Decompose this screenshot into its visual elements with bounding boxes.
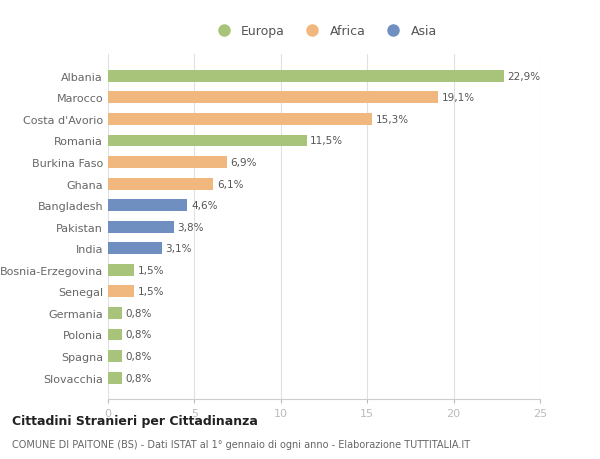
Text: 6,1%: 6,1% bbox=[217, 179, 244, 189]
Bar bbox=[108, 135, 307, 147]
Bar bbox=[108, 114, 373, 126]
Bar bbox=[108, 71, 504, 83]
Text: 0,8%: 0,8% bbox=[125, 351, 152, 361]
Legend: Europa, Africa, Asia: Europa, Africa, Asia bbox=[206, 20, 442, 43]
Text: 19,1%: 19,1% bbox=[442, 93, 475, 103]
Bar bbox=[108, 286, 134, 297]
Bar bbox=[108, 200, 187, 212]
Text: 4,6%: 4,6% bbox=[191, 201, 217, 211]
Bar bbox=[108, 243, 161, 255]
Bar bbox=[108, 264, 134, 276]
Text: Cittadini Stranieri per Cittadinanza: Cittadini Stranieri per Cittadinanza bbox=[12, 414, 258, 428]
Bar bbox=[108, 221, 173, 233]
Bar bbox=[108, 157, 227, 168]
Text: 22,9%: 22,9% bbox=[507, 72, 540, 82]
Text: 0,8%: 0,8% bbox=[125, 308, 152, 318]
Text: 0,8%: 0,8% bbox=[125, 330, 152, 340]
Bar bbox=[108, 178, 214, 190]
Bar bbox=[108, 92, 438, 104]
Bar bbox=[108, 308, 122, 319]
Text: 1,5%: 1,5% bbox=[137, 265, 164, 275]
Text: 11,5%: 11,5% bbox=[310, 136, 343, 146]
Text: 3,8%: 3,8% bbox=[177, 222, 203, 232]
Text: 6,9%: 6,9% bbox=[230, 158, 257, 168]
Text: 15,3%: 15,3% bbox=[376, 115, 409, 125]
Text: 1,5%: 1,5% bbox=[137, 287, 164, 297]
Bar bbox=[108, 372, 122, 384]
Text: 3,1%: 3,1% bbox=[165, 244, 191, 254]
Bar bbox=[108, 329, 122, 341]
Text: COMUNE DI PAITONE (BS) - Dati ISTAT al 1° gennaio di ogni anno - Elaborazione TU: COMUNE DI PAITONE (BS) - Dati ISTAT al 1… bbox=[12, 440, 470, 449]
Bar bbox=[108, 350, 122, 362]
Text: 0,8%: 0,8% bbox=[125, 373, 152, 383]
